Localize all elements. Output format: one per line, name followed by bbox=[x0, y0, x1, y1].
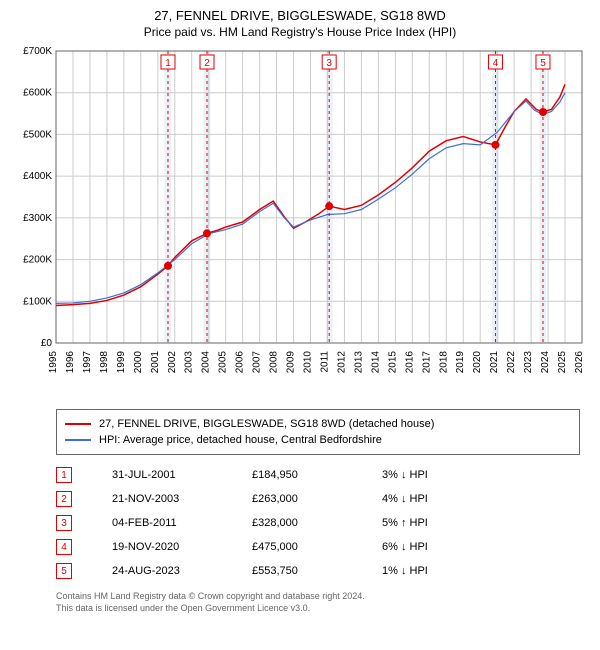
table-row: 5 24-AUG-2023 £553,750 1% ↓ HPI bbox=[56, 559, 580, 583]
svg-text:£200K: £200K bbox=[23, 255, 52, 266]
svg-text:2019: 2019 bbox=[455, 351, 466, 374]
chart-subtitle: Price paid vs. HM Land Registry's House … bbox=[10, 25, 590, 39]
svg-text:2024: 2024 bbox=[540, 351, 551, 374]
sale-price: £475,000 bbox=[252, 541, 382, 553]
legend-label-hpi: HPI: Average price, detached house, Cent… bbox=[99, 434, 382, 446]
legend-item-hpi: HPI: Average price, detached house, Cent… bbox=[65, 432, 571, 448]
svg-text:1996: 1996 bbox=[65, 351, 76, 374]
sale-hpi: 4% ↓ HPI bbox=[382, 493, 522, 505]
svg-text:2021: 2021 bbox=[489, 351, 500, 374]
svg-text:1998: 1998 bbox=[99, 351, 110, 374]
svg-text:2012: 2012 bbox=[336, 351, 347, 374]
svg-text:2023: 2023 bbox=[523, 351, 534, 374]
svg-text:2025: 2025 bbox=[557, 351, 568, 374]
svg-text:2010: 2010 bbox=[303, 351, 314, 374]
sale-date: 21-NOV-2003 bbox=[112, 493, 252, 505]
svg-text:£100K: £100K bbox=[23, 296, 52, 307]
svg-text:2003: 2003 bbox=[184, 351, 195, 374]
sale-price: £184,950 bbox=[252, 469, 382, 481]
svg-text:2004: 2004 bbox=[201, 351, 212, 374]
table-row: 3 04-FEB-2011 £328,000 5% ↑ HPI bbox=[56, 511, 580, 535]
svg-text:2002: 2002 bbox=[167, 351, 178, 374]
svg-text:2020: 2020 bbox=[472, 351, 483, 374]
sale-marker-icon: 1 bbox=[56, 467, 72, 483]
table-row: 2 21-NOV-2003 £263,000 4% ↓ HPI bbox=[56, 487, 580, 511]
svg-text:2026: 2026 bbox=[574, 351, 585, 374]
svg-text:£0: £0 bbox=[41, 338, 53, 349]
table-row: 4 19-NOV-2020 £475,000 6% ↓ HPI bbox=[56, 535, 580, 559]
svg-text:£300K: £300K bbox=[23, 213, 52, 224]
sale-hpi: 6% ↓ HPI bbox=[382, 541, 522, 553]
svg-text:4: 4 bbox=[493, 58, 499, 69]
svg-text:£600K: £600K bbox=[23, 88, 52, 99]
svg-text:2: 2 bbox=[204, 58, 210, 69]
svg-text:3: 3 bbox=[326, 58, 332, 69]
sale-marker-icon: 5 bbox=[56, 563, 72, 579]
footer-line2: This data is licensed under the Open Gov… bbox=[56, 603, 580, 615]
svg-text:2011: 2011 bbox=[319, 351, 330, 373]
chart-title: 27, FENNEL DRIVE, BIGGLESWADE, SG18 8WD bbox=[10, 8, 590, 23]
chart-container: 27, FENNEL DRIVE, BIGGLESWADE, SG18 8WD … bbox=[0, 0, 600, 650]
svg-text:2014: 2014 bbox=[370, 351, 381, 374]
legend: 27, FENNEL DRIVE, BIGGLESWADE, SG18 8WD … bbox=[56, 409, 580, 455]
titles: 27, FENNEL DRIVE, BIGGLESWADE, SG18 8WD … bbox=[10, 8, 590, 39]
svg-text:1999: 1999 bbox=[116, 351, 127, 374]
sale-date: 19-NOV-2020 bbox=[112, 541, 252, 553]
svg-text:£400K: £400K bbox=[23, 171, 52, 182]
legend-item-property: 27, FENNEL DRIVE, BIGGLESWADE, SG18 8WD … bbox=[65, 416, 571, 432]
svg-text:5: 5 bbox=[540, 58, 546, 69]
svg-text:2009: 2009 bbox=[286, 351, 297, 374]
svg-text:1995: 1995 bbox=[48, 351, 59, 374]
svg-text:2018: 2018 bbox=[438, 351, 449, 374]
svg-text:2001: 2001 bbox=[150, 351, 161, 374]
plot-svg: £0 £100K £200K £300K £400K £500K £600K £700K 199… bbox=[10, 43, 590, 403]
sale-hpi: 5% ↑ HPI bbox=[382, 517, 522, 529]
svg-text:2005: 2005 bbox=[218, 351, 229, 374]
footer-line1: Contains HM Land Registry data © Crown c… bbox=[56, 591, 580, 603]
sale-hpi: 1% ↓ HPI bbox=[382, 565, 522, 577]
svg-text:£700K: £700K bbox=[23, 46, 52, 57]
legend-label-property: 27, FENNEL DRIVE, BIGGLESWADE, SG18 8WD … bbox=[99, 418, 434, 430]
svg-text:1: 1 bbox=[165, 58, 171, 69]
sales-table: 1 31-JUL-2001 £184,950 3% ↓ HPI 2 21-NOV… bbox=[56, 463, 580, 583]
svg-text:2017: 2017 bbox=[421, 351, 432, 374]
sale-price: £263,000 bbox=[252, 493, 382, 505]
svg-text:£500K: £500K bbox=[23, 129, 52, 140]
sale-marker-icon: 3 bbox=[56, 515, 72, 531]
legend-swatch-hpi bbox=[65, 439, 91, 441]
svg-text:2013: 2013 bbox=[353, 351, 364, 374]
sale-price: £553,750 bbox=[252, 565, 382, 577]
svg-text:2008: 2008 bbox=[269, 351, 280, 374]
sale-date: 04-FEB-2011 bbox=[112, 517, 252, 529]
table-row: 1 31-JUL-2001 £184,950 3% ↓ HPI bbox=[56, 463, 580, 487]
legend-swatch-property bbox=[65, 423, 91, 425]
svg-text:2000: 2000 bbox=[133, 351, 144, 374]
sale-price: £328,000 bbox=[252, 517, 382, 529]
svg-text:2006: 2006 bbox=[235, 351, 246, 374]
footer: Contains HM Land Registry data © Crown c… bbox=[56, 591, 580, 614]
svg-text:2015: 2015 bbox=[387, 351, 398, 374]
svg-text:2022: 2022 bbox=[506, 351, 517, 374]
svg-text:2016: 2016 bbox=[404, 351, 415, 374]
sale-hpi: 3% ↓ HPI bbox=[382, 469, 522, 481]
sale-marker-icon: 2 bbox=[56, 491, 72, 507]
svg-text:1997: 1997 bbox=[82, 351, 93, 374]
sale-date: 24-AUG-2023 bbox=[112, 565, 252, 577]
plot-area: £0 £100K £200K £300K £400K £500K £600K £700K 199… bbox=[10, 43, 590, 403]
sale-date: 31-JUL-2001 bbox=[112, 469, 252, 481]
svg-text:2007: 2007 bbox=[252, 351, 263, 374]
sale-marker-icon: 4 bbox=[56, 539, 72, 555]
